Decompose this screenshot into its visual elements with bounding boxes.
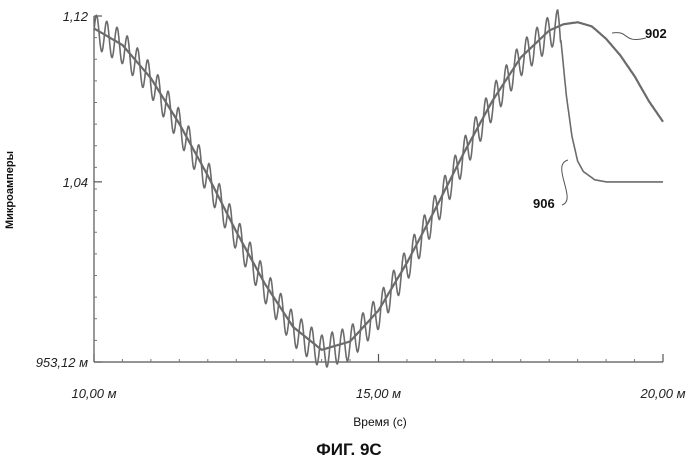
- callout-leader-902: [611, 32, 647, 40]
- x-tick-label: 20,00 м: [639, 386, 685, 401]
- major-ticks: 10,00 м 15,00 м 20,00 м 1,12 1,04 953,12 м: [36, 9, 686, 401]
- x-axis-title: Время (с): [353, 415, 406, 429]
- x-tick-label: 10,00 м: [71, 386, 116, 401]
- figure-caption: ФИГ. 9C: [316, 440, 381, 459]
- y-tick-label: 953,12 м: [36, 355, 88, 370]
- series-label-906: 906: [533, 196, 555, 211]
- x-tick-label: 15,00 м: [356, 386, 401, 401]
- y-tick-label: 1,12: [63, 9, 89, 24]
- series-906-line: [93, 8, 663, 369]
- y-axis-title: Микроамперы: [4, 151, 16, 229]
- series-902-line: [93, 21, 664, 352]
- callout-leader-906: [561, 159, 569, 206]
- callouts: 902 906: [533, 26, 667, 211]
- y-tick-label: 1,04: [63, 175, 88, 190]
- series-layer: [93, 8, 664, 369]
- series-label-902: 902: [645, 26, 667, 41]
